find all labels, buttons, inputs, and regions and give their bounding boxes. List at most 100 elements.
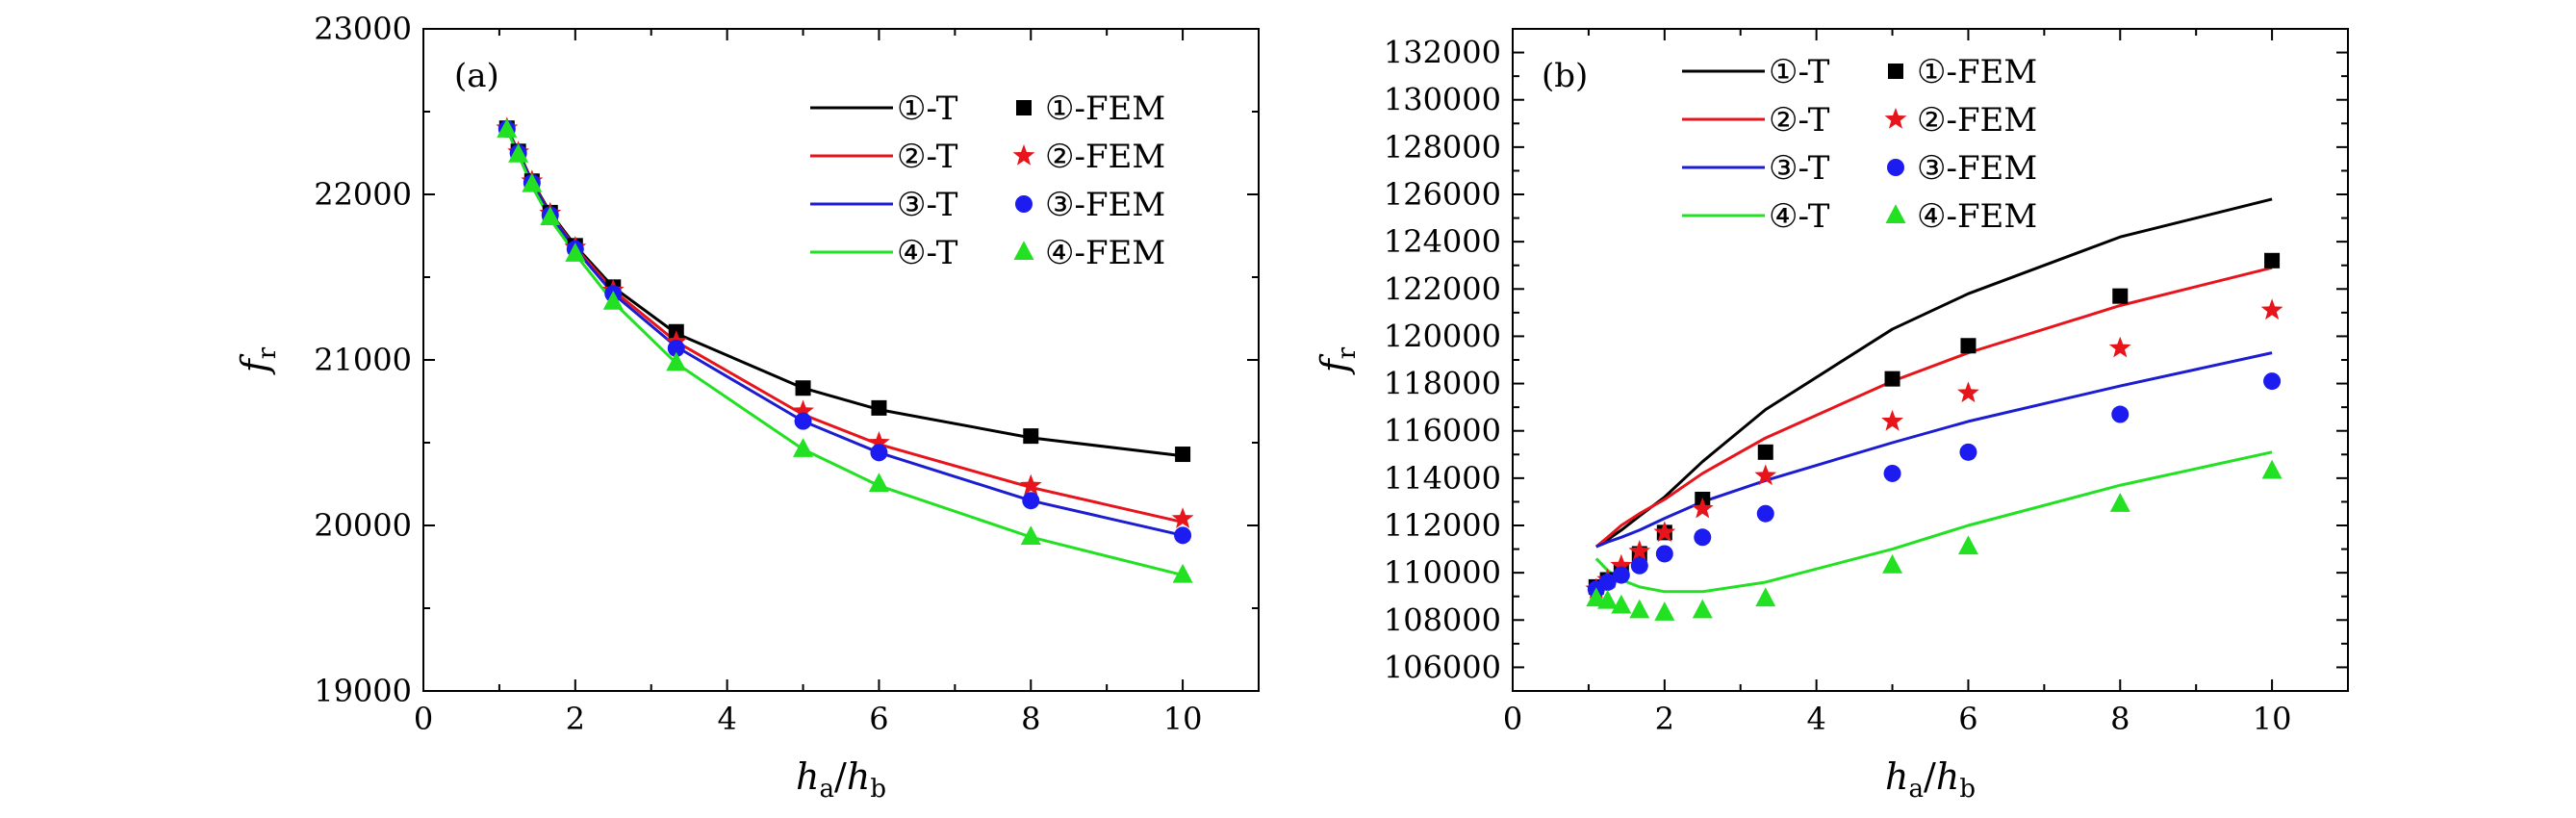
data-point-square bbox=[1960, 338, 1977, 354]
x-axis-title-sub2: b bbox=[1959, 775, 1976, 804]
data-point-circle bbox=[2263, 372, 2282, 391]
data-point-star bbox=[1754, 464, 1777, 486]
data-point-circle bbox=[1694, 528, 1712, 547]
data-point-triangle bbox=[540, 206, 561, 226]
x-axis-title-h1: h bbox=[796, 755, 819, 798]
data-point-triangle bbox=[868, 473, 889, 492]
data-point-star bbox=[1881, 409, 1903, 431]
data-point-circle bbox=[1022, 492, 1040, 510]
legend-label: ④-T bbox=[1769, 197, 1830, 236]
legend-label: ②-FEM bbox=[1045, 138, 1165, 176]
y-axis-title: fr bbox=[234, 346, 282, 375]
y-tick-label: 128000 bbox=[1384, 129, 1501, 166]
y-tick-label: 19000 bbox=[314, 673, 412, 709]
data-point-circle bbox=[667, 339, 685, 357]
panel-label: (a) bbox=[454, 57, 499, 95]
y-axis-title-sub: r bbox=[253, 346, 282, 359]
y-tick-label: 120000 bbox=[1384, 318, 1501, 354]
plot-frame bbox=[422, 28, 1260, 692]
legend-label: ④-FEM bbox=[1045, 234, 1165, 272]
y-tick-label: 132000 bbox=[1384, 35, 1501, 71]
data-point-triangle bbox=[793, 438, 814, 457]
x-tick-label: 6 bbox=[1958, 701, 1977, 737]
legend-marker-star bbox=[1884, 108, 1907, 129]
legend-label: ④-FEM bbox=[1917, 197, 2037, 236]
legend-label: ①-FEM bbox=[1045, 89, 1165, 128]
legend-marker-triangle bbox=[1885, 204, 1906, 223]
series-line-7 bbox=[1594, 450, 2273, 594]
panel-label: (b) bbox=[1542, 57, 1588, 95]
data-point-circle bbox=[1598, 573, 1617, 591]
y-tick-label: 124000 bbox=[1384, 223, 1501, 260]
series-line-3 bbox=[1594, 266, 2273, 549]
data-point-triangle bbox=[565, 243, 586, 262]
legend-label: ③-FEM bbox=[1045, 186, 1165, 224]
chart-panel-b: 0 2 4 6 8 10 106000 108000 110000 112000 114000 116… bbox=[1314, 28, 2349, 804]
data-point-triangle bbox=[2109, 493, 2130, 512]
data-point-triangle bbox=[1654, 601, 1675, 621]
y-tick-label: 106000 bbox=[1384, 649, 1501, 685]
x-axis-title-sub1: a bbox=[1909, 775, 1925, 804]
legend-label: ①-T bbox=[897, 89, 958, 128]
x-axis-title-sep: / bbox=[1924, 755, 1936, 798]
data-point-star bbox=[1957, 381, 1979, 403]
data-point-star bbox=[2108, 336, 2131, 358]
legend-label: ②-T bbox=[1769, 101, 1830, 140]
x-axis-title: ha/hb bbox=[1885, 755, 1976, 804]
data-point-triangle bbox=[666, 351, 687, 371]
y-tick-label: 21000 bbox=[314, 342, 412, 378]
legend-marker-circle bbox=[1015, 195, 1033, 213]
data-point-triangle bbox=[497, 118, 518, 138]
chart-panel-a: 0 2 4 6 8 101900020000210002200023000ha/hbfr(… bbox=[234, 11, 1260, 804]
data-point-circle bbox=[1612, 566, 1630, 584]
legend-label: ③-T bbox=[1769, 149, 1830, 188]
data-point-triangle bbox=[602, 291, 624, 310]
legend-marker-circle bbox=[1887, 159, 1904, 176]
data-point-star bbox=[2260, 298, 2283, 320]
data-point-square bbox=[1175, 447, 1191, 463]
series-line-1 bbox=[1595, 197, 2273, 549]
data-point-square bbox=[2264, 252, 2281, 268]
data-point-square bbox=[795, 380, 811, 396]
data-point-star bbox=[1610, 553, 1633, 575]
x-axis-title-sub2: b bbox=[870, 775, 886, 804]
data-point-triangle bbox=[522, 172, 543, 192]
data-point-triangle bbox=[508, 142, 529, 163]
x-tick-label: 6 bbox=[869, 701, 888, 737]
y-tick-label: 118000 bbox=[1384, 366, 1501, 402]
data-point-triangle bbox=[1597, 589, 1619, 609]
data-point-circle bbox=[1959, 443, 1977, 461]
legend-label: ③-T bbox=[897, 186, 958, 224]
data-point-star bbox=[1019, 473, 1042, 496]
data-point-star bbox=[1653, 521, 1676, 543]
data-point-triangle bbox=[1692, 599, 1713, 619]
y-tick-label: 116000 bbox=[1384, 413, 1501, 449]
data-point-circle bbox=[870, 444, 888, 462]
x-axis-title-sep: / bbox=[834, 755, 847, 798]
data-point-circle bbox=[1630, 556, 1648, 575]
data-point-square bbox=[871, 399, 887, 416]
y-tick-label: 22000 bbox=[314, 176, 412, 213]
y-tick-label: 114000 bbox=[1384, 460, 1501, 497]
data-point-triangle bbox=[1882, 553, 1903, 574]
data-point-circle bbox=[2111, 405, 2130, 423]
data-point-triangle bbox=[1586, 587, 1607, 607]
data-point-star bbox=[1691, 497, 1714, 519]
y-tick-label: 110000 bbox=[1384, 554, 1501, 591]
data-point-circle bbox=[1655, 545, 1673, 563]
data-point-square bbox=[1884, 371, 1900, 387]
data-point-star bbox=[868, 431, 890, 452]
x-tick-label: 4 bbox=[717, 701, 736, 737]
y-tick-label: 20000 bbox=[314, 507, 412, 544]
data-point-star bbox=[792, 399, 814, 422]
x-tick-label: 8 bbox=[2110, 701, 2130, 737]
data-point-circle bbox=[1883, 464, 1901, 482]
legend-marker-star bbox=[1012, 144, 1035, 166]
data-point-triangle bbox=[1755, 587, 1776, 607]
legend-label: ③-FEM bbox=[1917, 149, 2037, 188]
x-tick-label: 10 bbox=[1163, 701, 1203, 737]
x-axis-title-h1: h bbox=[1885, 755, 1908, 798]
y-tick-label: 108000 bbox=[1384, 601, 1501, 638]
data-point-triangle bbox=[1957, 535, 1978, 555]
